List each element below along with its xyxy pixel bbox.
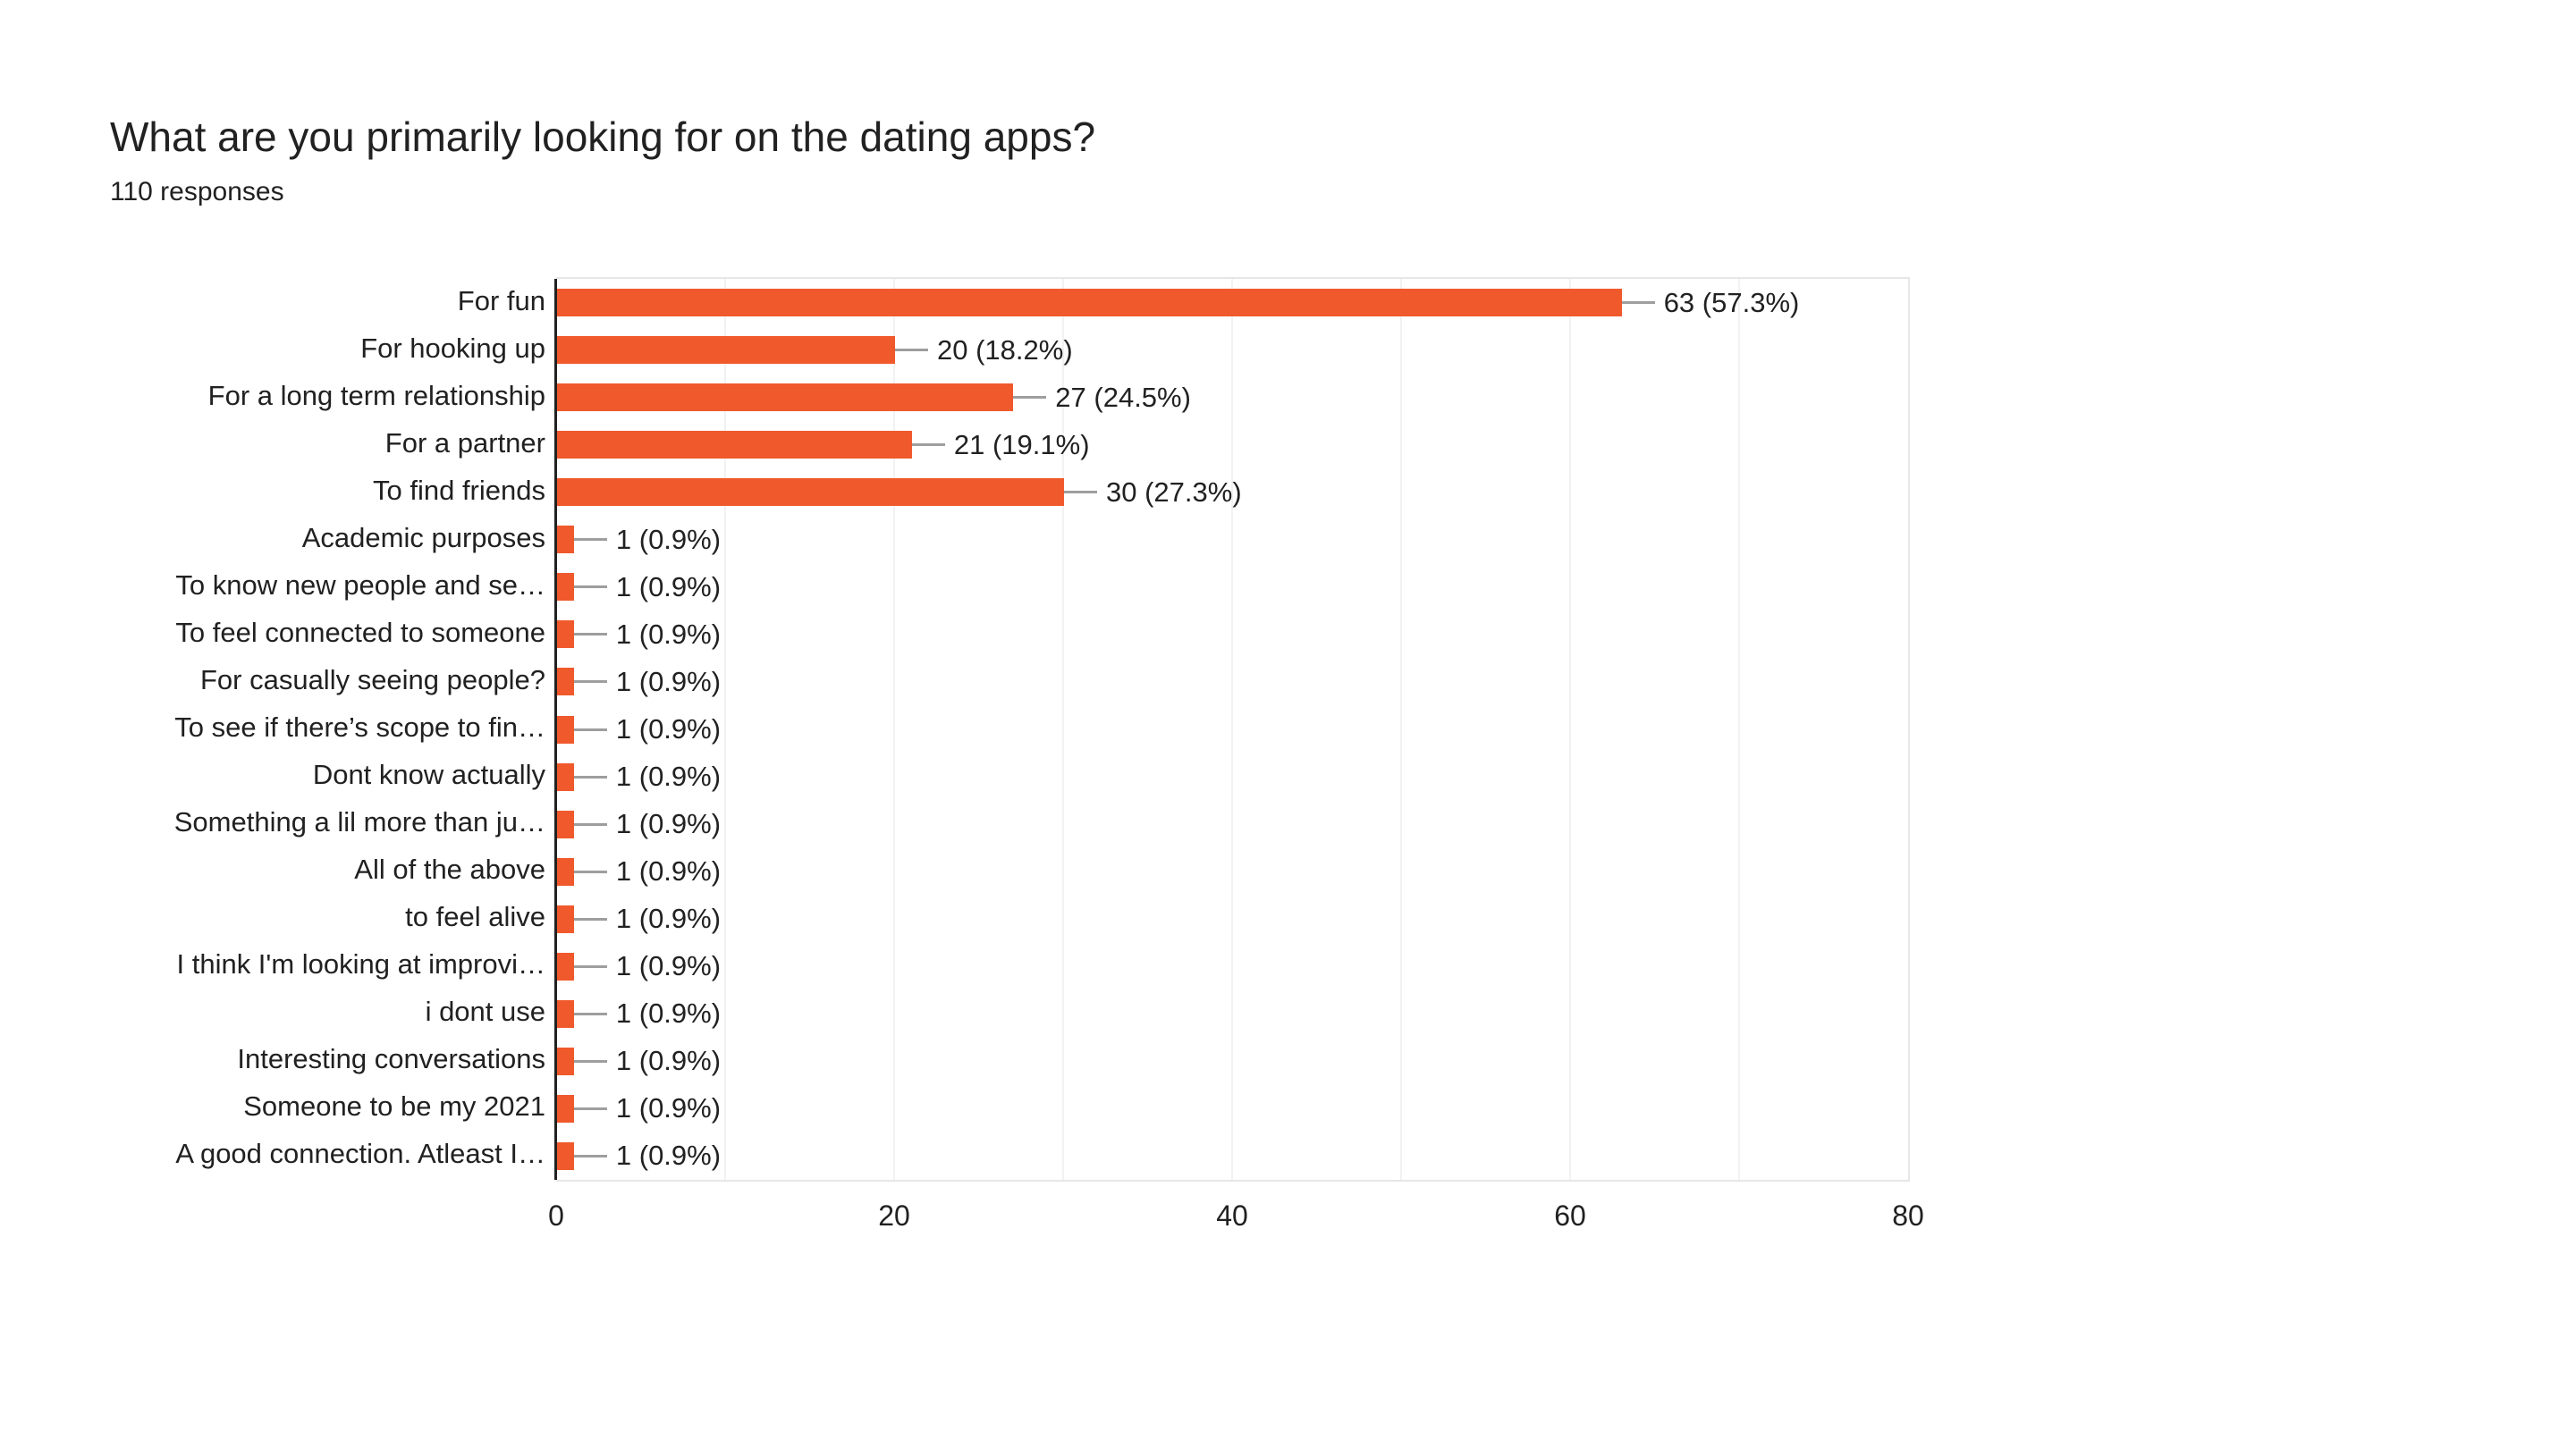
value-connector bbox=[1621, 301, 1655, 305]
value-connector bbox=[573, 917, 607, 921]
value-label: 1 (0.9%) bbox=[615, 855, 722, 888]
value-label: 1 (0.9%) bbox=[615, 570, 722, 602]
value-connector bbox=[1064, 491, 1097, 494]
question-title: What are you primarily looking for on th… bbox=[110, 114, 1096, 160]
bar[interactable] bbox=[557, 573, 574, 602]
value-label: 1 (0.9%) bbox=[615, 665, 722, 697]
value-connector bbox=[895, 349, 928, 352]
value-label: 1 (0.9%) bbox=[615, 618, 722, 650]
bar[interactable] bbox=[557, 478, 1064, 507]
gridline-40 bbox=[1231, 279, 1233, 1180]
value-connector bbox=[911, 443, 945, 447]
bar[interactable] bbox=[557, 810, 574, 838]
bar[interactable] bbox=[557, 620, 574, 649]
bar[interactable] bbox=[557, 952, 574, 981]
category-label: Dont know actually bbox=[312, 759, 545, 791]
gridline-20 bbox=[893, 279, 895, 1180]
category-label: For a long term relationship bbox=[207, 379, 545, 411]
bar[interactable] bbox=[557, 1047, 574, 1075]
category-label: All of the above bbox=[354, 854, 545, 886]
category-label: I think I'm looking at improvi… bbox=[176, 948, 545, 981]
response-count: 110 responses bbox=[110, 177, 284, 206]
x-tick-20: 20 bbox=[878, 1200, 910, 1232]
x-tick-60: 60 bbox=[1554, 1200, 1586, 1232]
bar[interactable] bbox=[557, 999, 574, 1028]
category-label: To feel connected to someone bbox=[175, 616, 545, 648]
bar[interactable] bbox=[557, 289, 1622, 317]
category-label: Someone to be my 2021 bbox=[243, 1090, 545, 1123]
value-connector bbox=[573, 1059, 607, 1063]
value-connector bbox=[573, 1107, 607, 1110]
value-label: 1 (0.9%) bbox=[615, 950, 722, 982]
value-label: 20 (18.2%) bbox=[937, 333, 1073, 366]
category-labels: For fun For hooking up For a long term rel… bbox=[0, 277, 545, 1178]
category-label: For a partner bbox=[384, 426, 545, 459]
value-connector bbox=[573, 538, 607, 542]
gridline-10 bbox=[724, 279, 726, 1180]
bar[interactable] bbox=[557, 905, 574, 933]
bar[interactable] bbox=[557, 762, 574, 791]
x-tick-80: 80 bbox=[1892, 1200, 1924, 1232]
gridline-70 bbox=[1738, 279, 1740, 1180]
value-connector bbox=[573, 633, 607, 636]
value-label: 1 (0.9%) bbox=[615, 1092, 722, 1124]
value-label: 1 (0.9%) bbox=[615, 808, 722, 840]
value-label: 1 (0.9%) bbox=[615, 1140, 722, 1172]
category-label: A good connection. Atleast I… bbox=[175, 1138, 545, 1170]
category-label: Academic purposes bbox=[301, 521, 545, 553]
bar[interactable] bbox=[557, 668, 574, 696]
value-label: 27 (24.5%) bbox=[1055, 381, 1191, 413]
value-label: 1 (0.9%) bbox=[615, 712, 722, 745]
y-axis-line bbox=[554, 279, 557, 1180]
x-tick-40: 40 bbox=[1216, 1200, 1248, 1232]
category-label: to feel alive bbox=[405, 901, 545, 933]
gridline-60 bbox=[1569, 279, 1571, 1180]
value-connector bbox=[573, 870, 607, 873]
value-label: 1 (0.9%) bbox=[615, 523, 722, 555]
category-label: For fun bbox=[457, 284, 545, 316]
value-label: 21 (19.1%) bbox=[953, 428, 1090, 460]
value-connector bbox=[573, 585, 607, 589]
value-label: 1 (0.9%) bbox=[615, 998, 722, 1030]
bar[interactable] bbox=[557, 1141, 574, 1170]
value-connector bbox=[573, 1012, 607, 1015]
value-connector bbox=[573, 775, 607, 779]
bar[interactable] bbox=[557, 336, 895, 365]
category-label: For hooking up bbox=[360, 332, 545, 364]
gridline-50 bbox=[1400, 279, 1402, 1180]
category-label: Something a lil more than ju… bbox=[173, 806, 545, 838]
x-tick-0: 0 bbox=[548, 1200, 564, 1232]
plot-area: 63 (57.3%) 20 (18.2%) 27 (24.5%) 21 (19.1%)… bbox=[554, 277, 1910, 1182]
category-label: For casually seeing people? bbox=[199, 663, 545, 695]
value-connector bbox=[573, 728, 607, 731]
value-label: 30 (27.3%) bbox=[1106, 476, 1242, 508]
value-connector bbox=[573, 822, 607, 826]
category-label: To see if there’s scope to fin… bbox=[174, 711, 545, 743]
bar[interactable] bbox=[557, 1094, 574, 1123]
x-axis-ticks: 0 20 40 60 80 bbox=[548, 1200, 1924, 1241]
value-connector bbox=[1013, 396, 1047, 400]
value-label: 1 (0.9%) bbox=[615, 761, 722, 793]
value-connector bbox=[573, 964, 607, 968]
value-label: 1 (0.9%) bbox=[615, 1045, 722, 1077]
bar[interactable] bbox=[557, 526, 574, 554]
bar[interactable] bbox=[557, 383, 1014, 412]
value-label: 1 (0.9%) bbox=[615, 903, 722, 935]
bar[interactable] bbox=[557, 857, 574, 886]
bar[interactable] bbox=[557, 715, 574, 744]
gridline-30 bbox=[1062, 279, 1064, 1180]
category-label: Interesting conversations bbox=[237, 1043, 545, 1075]
value-connector bbox=[573, 1154, 607, 1158]
category-label: i dont use bbox=[425, 996, 545, 1028]
value-label: 63 (57.3%) bbox=[1663, 286, 1800, 318]
value-connector bbox=[573, 680, 607, 684]
category-label: To find friends bbox=[373, 474, 545, 506]
category-label: To know new people and se… bbox=[175, 568, 545, 601]
bar[interactable] bbox=[557, 431, 912, 459]
